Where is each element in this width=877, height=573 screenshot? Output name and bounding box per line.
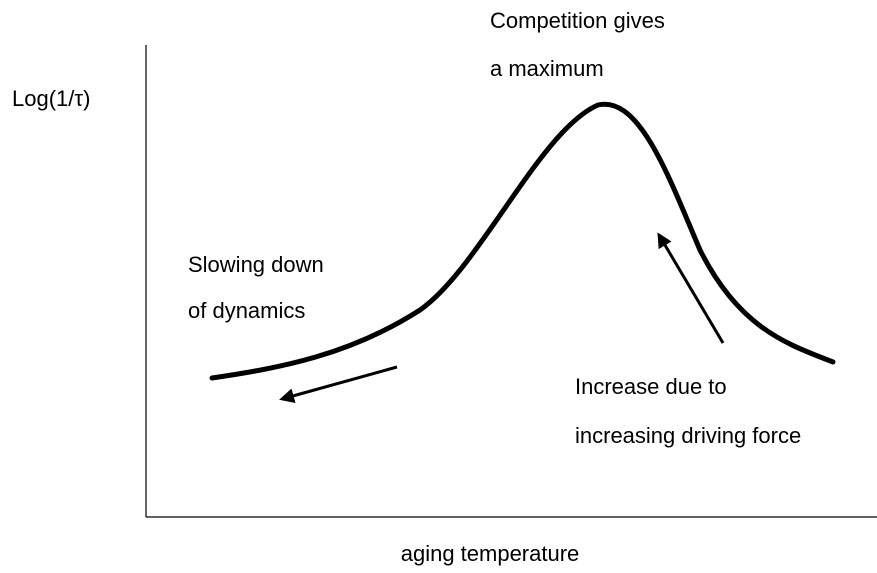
annotation: a maximum (490, 56, 604, 81)
annotation: Competition gives (490, 8, 665, 33)
arrow-up (657, 232, 725, 344)
annotation: Slowing down (188, 252, 324, 277)
annotation: of dynamics (188, 298, 305, 323)
curve (209, 101, 836, 381)
arrow-left (279, 365, 398, 404)
annotation: increasing driving force (575, 423, 801, 448)
x-label: aging temperature (401, 541, 580, 566)
y-label: Log(1/τ) (12, 86, 90, 111)
annotation: Increase due to (575, 374, 727, 399)
